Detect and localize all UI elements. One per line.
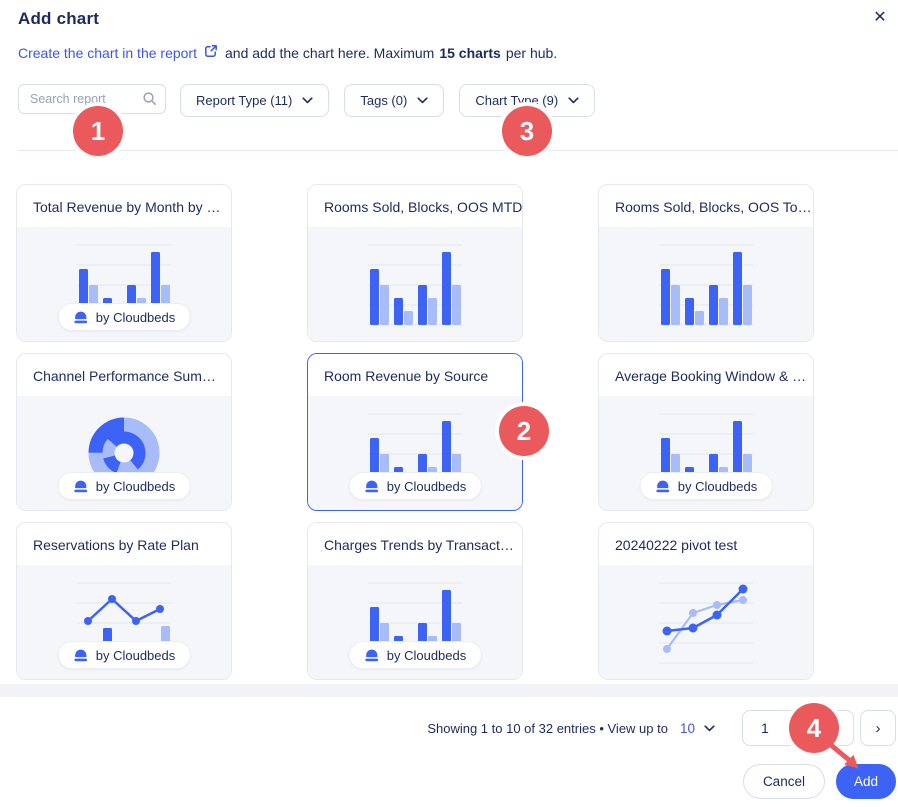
chart-card-title: Rooms Sold, Blocks, OOS To… [599, 185, 813, 227]
chart-thumbnail: by Cloudbeds [599, 396, 813, 510]
chart-card-title: 20240222 pivot test [599, 523, 813, 565]
filter-dropdown-label: Chart Type (9) [475, 93, 559, 108]
chart-card[interactable]: Charges Trends by Transact… by Cloudbeds [307, 522, 523, 680]
cloudbeds-logo-icon [365, 480, 379, 492]
annotation-step-1: 1 [73, 106, 123, 156]
by-cloudbeds-label: by Cloudbeds [677, 478, 758, 494]
filter-dropdown-label: Report Type (11) [196, 93, 293, 108]
chart-card-title: Channel Performance Sum… [17, 354, 231, 396]
horizontal-scrollbar[interactable] [0, 684, 898, 697]
cloudbeds-logo-icon [74, 649, 88, 661]
by-cloudbeds-label: by Cloudbeds [95, 478, 176, 494]
chart-thumbnail [308, 227, 522, 341]
by-cloudbeds-badge: by Cloudbeds [57, 303, 191, 331]
by-cloudbeds-label: by Cloudbeds [386, 647, 467, 663]
entries-summary: Showing 1 to 10 of 32 entries • View up … [427, 720, 668, 736]
filter-bar: Report Type (11) Tags (0) Chart Type (9) [18, 84, 610, 117]
annotation-step-2: 2 [499, 406, 549, 456]
chevron-down-icon [568, 97, 579, 104]
annotation-arrow-icon [823, 738, 859, 769]
chart-card-title: Reservations by Rate Plan [17, 523, 231, 565]
chevron-down-icon [302, 97, 313, 104]
filter-dropdowns: Report Type (11) Tags (0) Chart Type (9) [180, 84, 610, 117]
by-cloudbeds-label: by Cloudbeds [95, 647, 176, 663]
external-link-icon [204, 44, 218, 61]
modal-title: Add chart [18, 9, 100, 28]
subtitle-text: and add the chart here. Maximum [225, 44, 435, 61]
chart-card[interactable]: Total Revenue by Month by … by Cloudbeds [16, 184, 232, 342]
chart-card-title: Charges Trends by Transact… [308, 523, 522, 565]
filter-divider [18, 150, 898, 151]
filter-dropdown-label: Tags (0) [360, 93, 408, 108]
search-field [18, 84, 166, 114]
chart-thumbnail: by Cloudbeds [17, 227, 231, 341]
cloudbeds-logo-icon [74, 311, 88, 323]
page-size-select[interactable]: 10 [679, 720, 695, 736]
chart-thumbnail [599, 565, 813, 679]
chevron-down-icon [417, 97, 428, 104]
by-cloudbeds-badge: by Cloudbeds [348, 641, 482, 669]
chart-card[interactable]: Rooms Sold, Blocks, OOS To… [598, 184, 814, 342]
by-cloudbeds-label: by Cloudbeds [95, 309, 176, 325]
chart-card[interactable]: Room Revenue by Source by Cloudbeds [307, 353, 523, 511]
by-cloudbeds-badge: by Cloudbeds [348, 472, 482, 500]
chart-card-title: Rooms Sold, Blocks, OOS MTD [308, 185, 522, 227]
chart-thumbnail [599, 227, 813, 341]
chart-card-title: Average Booking Window & … [599, 354, 813, 396]
cancel-button[interactable]: Cancel [742, 764, 825, 799]
chart-card[interactable]: 20240222 pivot test [598, 522, 814, 680]
filter-dropdown-1[interactable]: Report Type (11) [180, 84, 330, 117]
chart-card[interactable]: Rooms Sold, Blocks, OOS MTD [307, 184, 523, 342]
search-input[interactable] [18, 84, 166, 114]
chart-card-title: Room Revenue by Source [308, 354, 522, 396]
close-icon[interactable]: ✕ [869, 6, 891, 28]
chart-card-title: Total Revenue by Month by … [17, 185, 231, 227]
chart-card[interactable]: Channel Performance Sum… by Cloudbeds [16, 353, 232, 511]
chart-thumbnail: by Cloudbeds [17, 565, 231, 679]
chart-card[interactable]: Reservations by Rate Plan by Cloudbeds [16, 522, 232, 680]
chart-thumbnail: by Cloudbeds [308, 396, 522, 510]
modal-subtitle: Create the chart in the report and add t… [18, 44, 557, 61]
subtitle-text-end: per hub. [505, 44, 558, 61]
annotation-step-3: 3 [502, 106, 552, 156]
chart-card[interactable]: Average Booking Window & … by Cloudbeds [598, 353, 814, 511]
cloudbeds-logo-icon [656, 480, 670, 492]
by-cloudbeds-badge: by Cloudbeds [57, 641, 191, 669]
chart-card-grid: Total Revenue by Month by … by Cloudbeds… [16, 184, 882, 683]
filter-dropdown-2[interactable]: Tags (0) [344, 84, 445, 117]
cloudbeds-logo-icon [74, 480, 88, 492]
next-page-icon[interactable]: › [860, 710, 896, 746]
by-cloudbeds-label: by Cloudbeds [386, 478, 467, 494]
search-icon [142, 91, 157, 111]
cloudbeds-logo-icon [365, 649, 379, 661]
chart-thumbnail: by Cloudbeds [308, 565, 522, 679]
pagination-bar: Showing 1 to 10 of 32 entries • View up … [0, 710, 896, 746]
by-cloudbeds-badge: by Cloudbeds [57, 472, 191, 500]
chart-thumbnail: by Cloudbeds [17, 396, 231, 510]
chevron-down-icon[interactable] [704, 724, 715, 732]
create-chart-link[interactable]: Create the chart in the report [18, 44, 197, 61]
by-cloudbeds-badge: by Cloudbeds [639, 472, 773, 500]
add-button[interactable]: Add [835, 764, 896, 799]
footer-actions: Cancel Add [742, 764, 896, 799]
subtitle-max-charts: 15 charts [439, 44, 501, 61]
